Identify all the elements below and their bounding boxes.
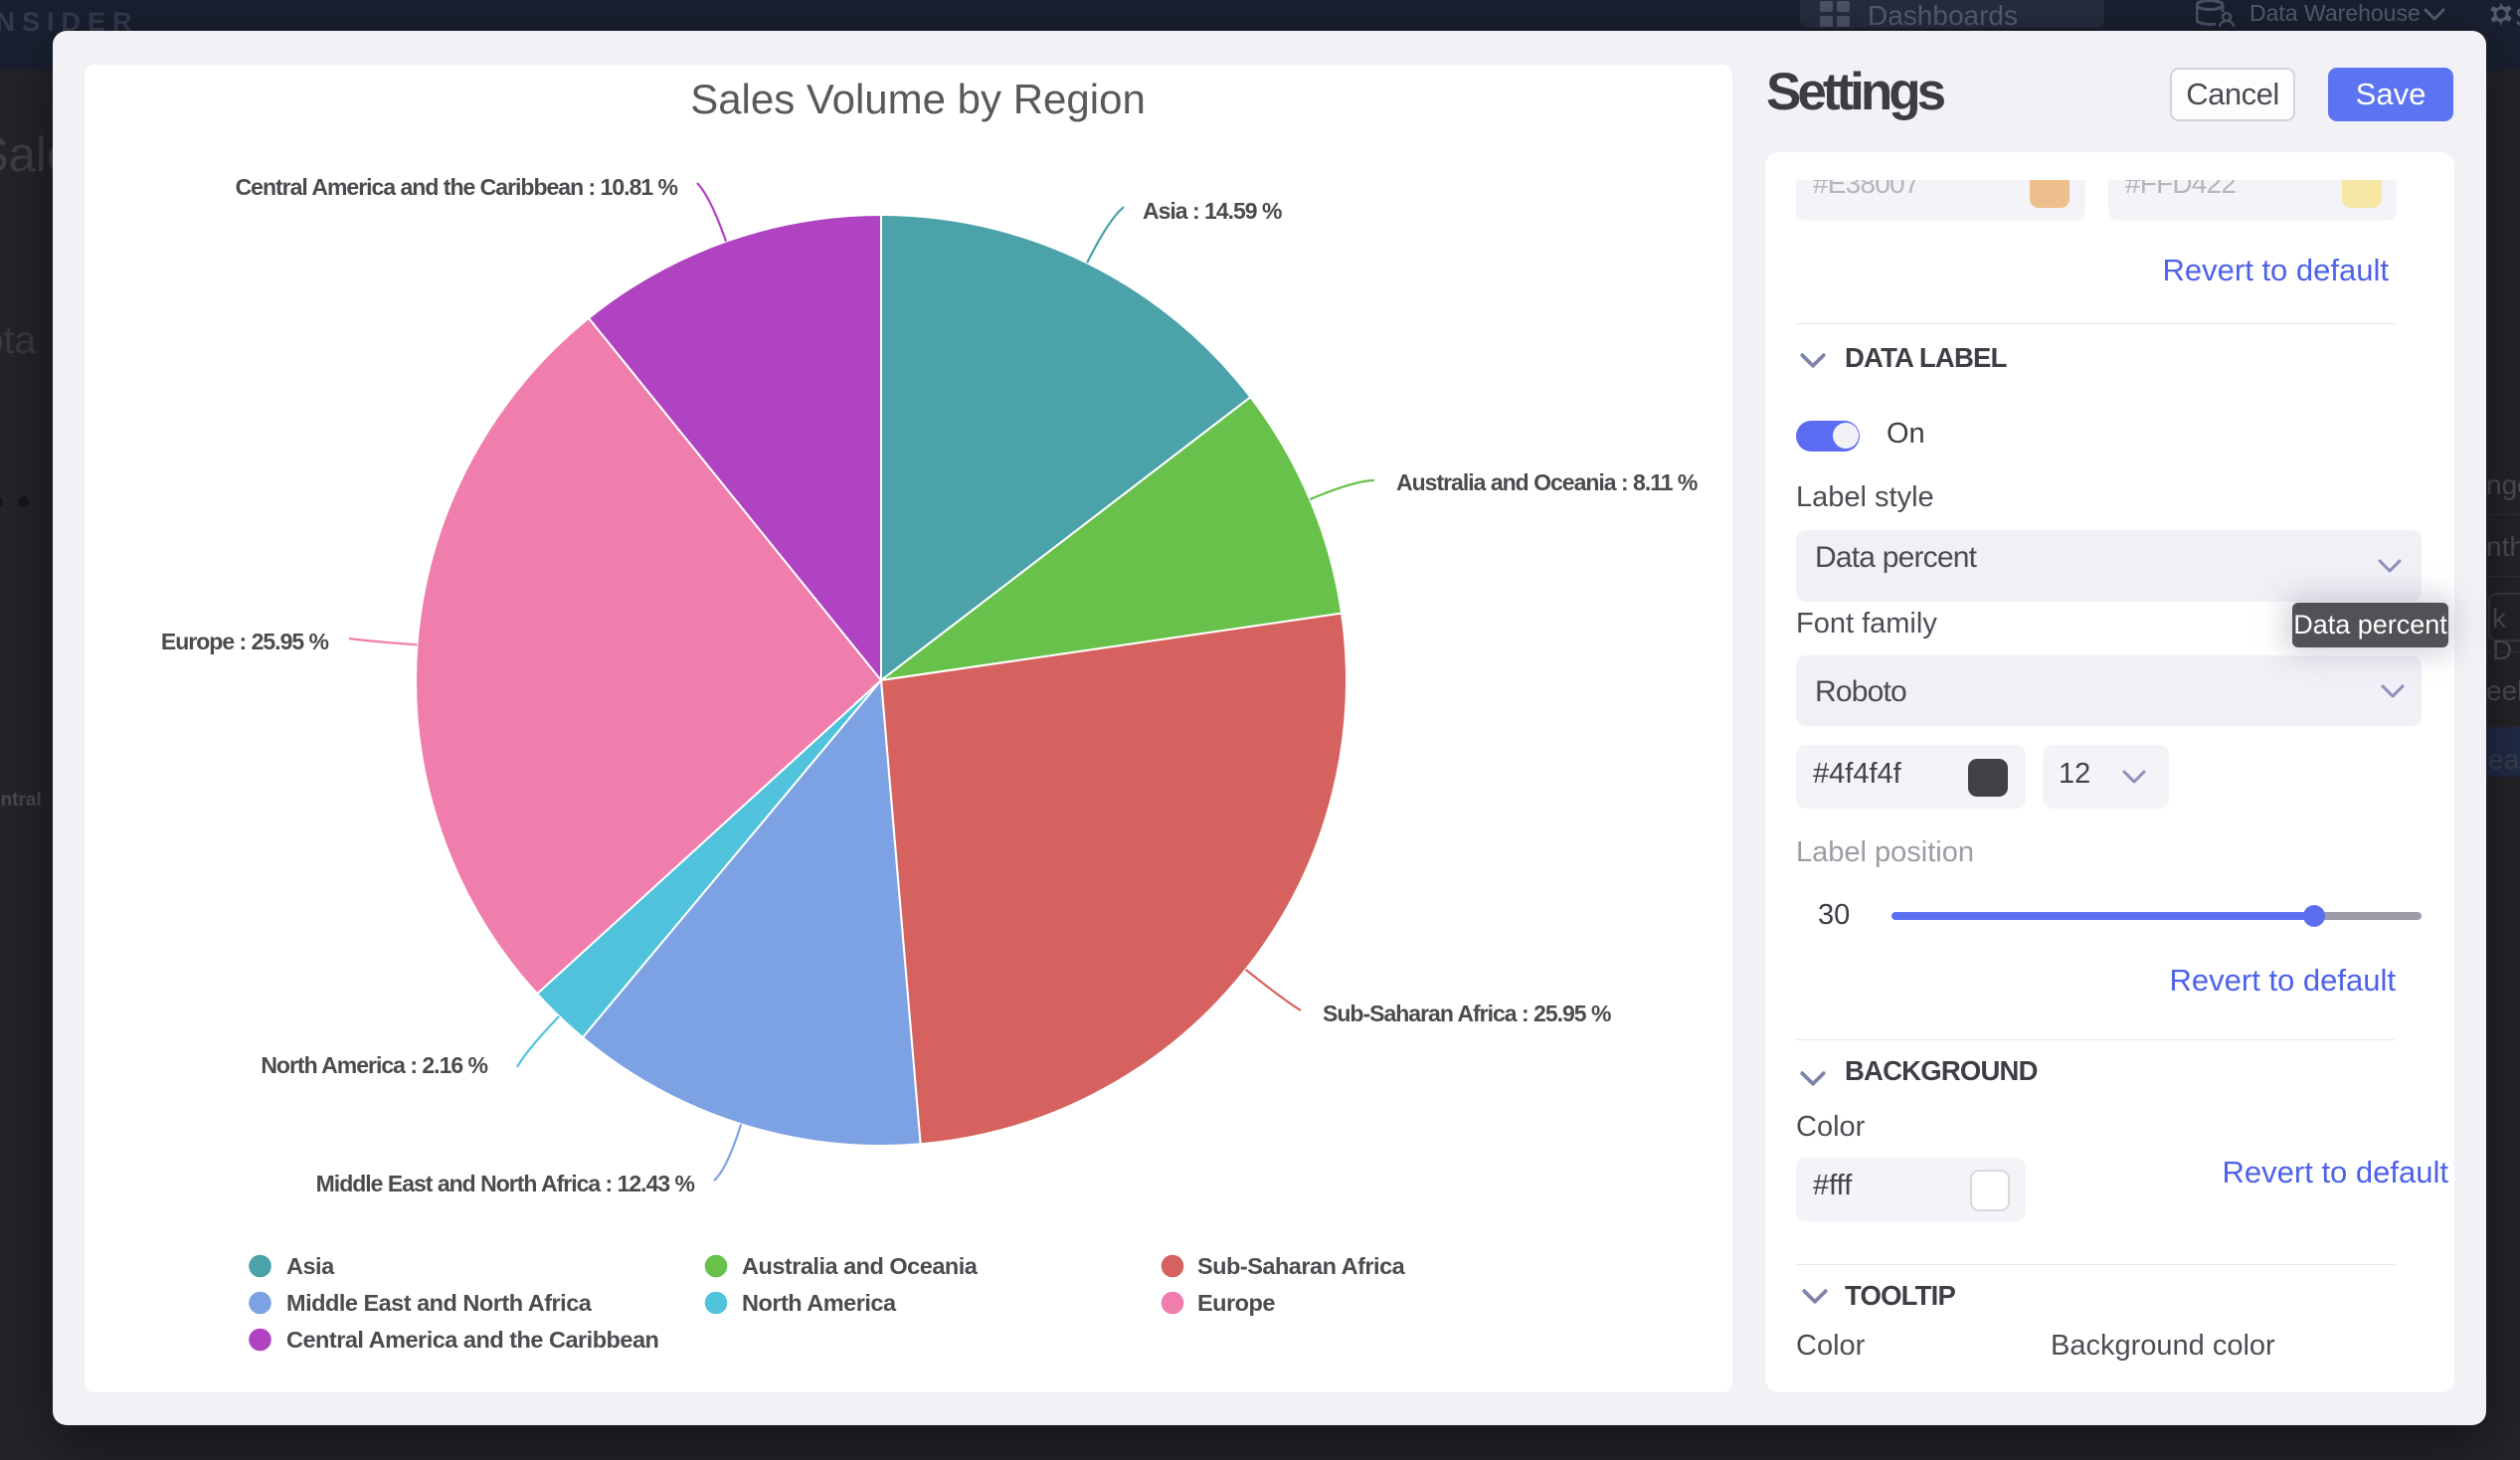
svg-text:Central America and the Caribb: Central America and the Caribbean	[286, 1327, 658, 1353]
svg-text:Europe: Europe	[1197, 1290, 1275, 1316]
svg-text:Europe : 25.95 %: Europe : 25.95 %	[161, 629, 329, 654]
svg-text:Middle East and North Africa :: Middle East and North Africa : 12.43 %	[316, 1171, 695, 1196]
svg-text:Middle East and North Africa: Middle East and North Africa	[286, 1290, 593, 1316]
svg-text:Australia and Oceania : 8.11 %: Australia and Oceania : 8.11 %	[1396, 469, 1698, 495]
svg-text:Australia and Oceania: Australia and Oceania	[742, 1253, 979, 1279]
svg-text:North America: North America	[742, 1290, 897, 1316]
svg-text:Central America and the Caribb: Central America and the Caribbean : 10.8…	[236, 174, 678, 200]
svg-text:Sub-Saharan Africa : 25.95 %: Sub-Saharan Africa : 25.95 %	[1323, 1001, 1611, 1026]
svg-text:Sub-Saharan Africa: Sub-Saharan Africa	[1197, 1253, 1406, 1279]
svg-text:North America : 2.16 %: North America : 2.16 %	[261, 1052, 487, 1078]
svg-text:Asia: Asia	[286, 1253, 335, 1279]
svg-text:Asia : 14.59 %: Asia : 14.59 %	[1143, 198, 1282, 224]
svg-text:Sales Volume by Region: Sales Volume by Region	[690, 76, 1146, 122]
